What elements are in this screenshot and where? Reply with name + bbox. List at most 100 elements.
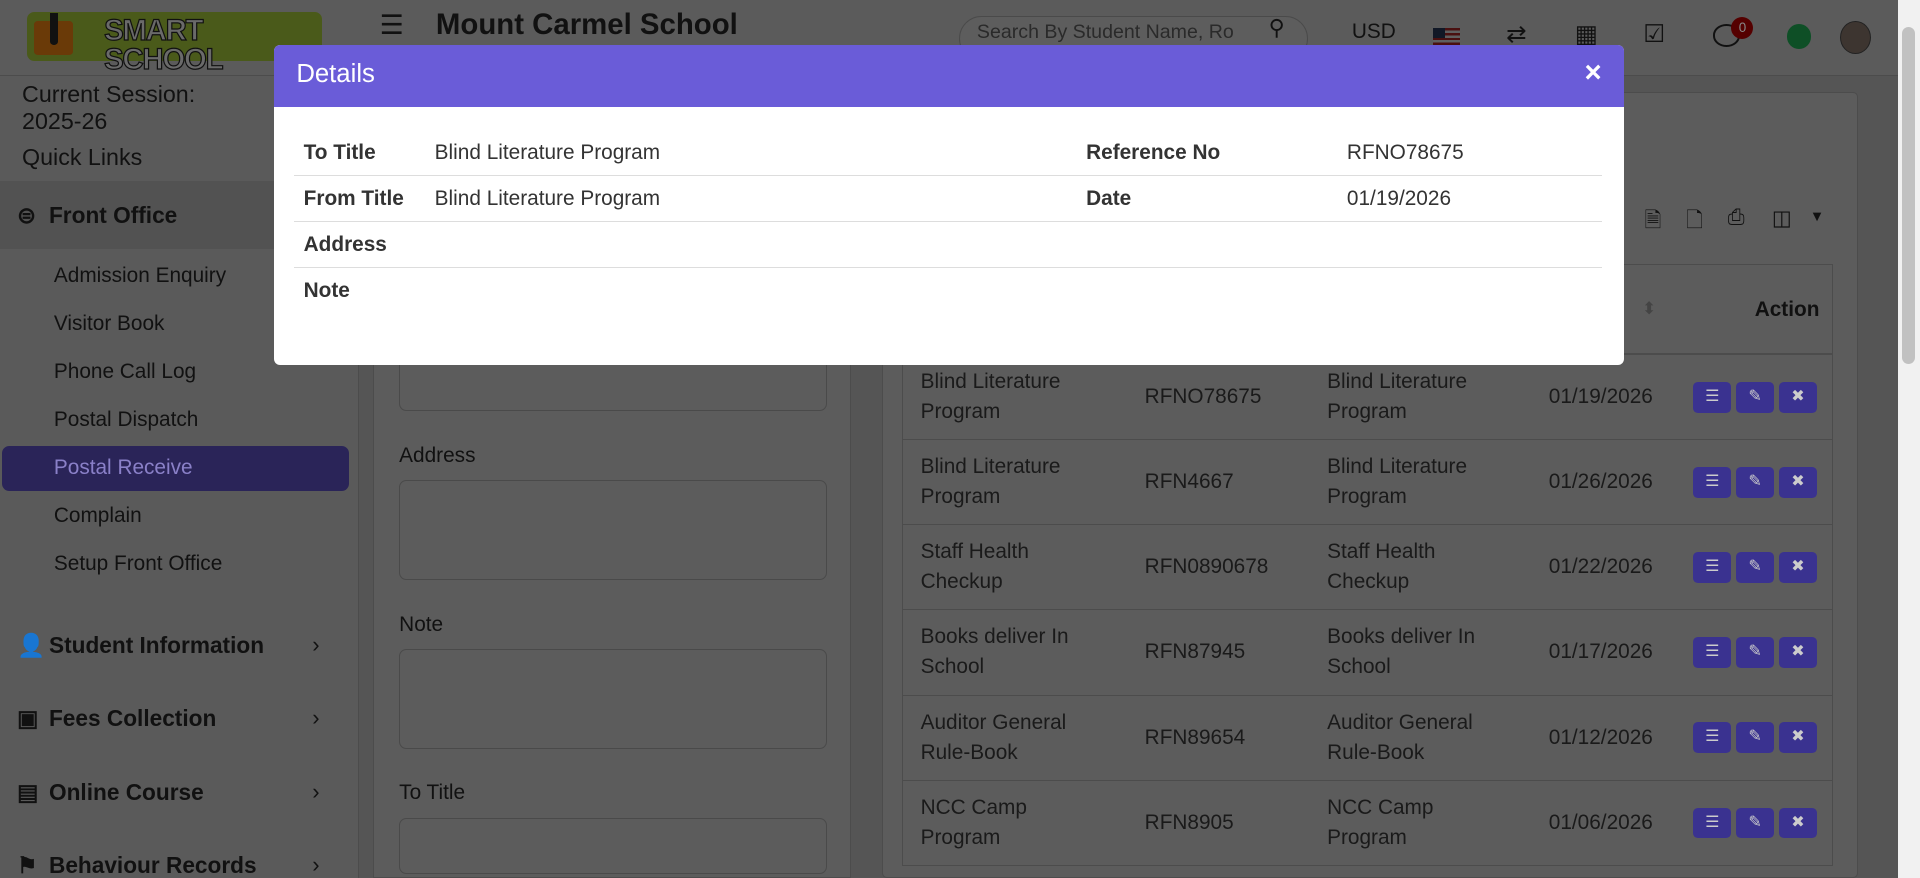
sort-icon[interactable]: ⬍ — [1642, 297, 1657, 318]
to-title-label: To Title — [303, 140, 376, 164]
delete-button[interactable]: ✖ — [1778, 807, 1817, 839]
note-textarea[interactable] — [399, 648, 827, 750]
hamburger-menu-icon[interactable]: ☰ — [379, 10, 404, 41]
file-video-icon: ▤ — [17, 778, 39, 805]
chevron-right-icon: › — [312, 852, 320, 878]
detail-row: To Title Blind Literature Program Refere… — [293, 130, 1602, 176]
switch-arrows-icon[interactable]: ⇄ — [1506, 21, 1527, 49]
delete-button[interactable]: ✖ — [1778, 637, 1817, 668]
table-row: Blind Literature Program RFNO78675 Blind L… — [902, 355, 1834, 441]
to-title-input[interactable] — [399, 817, 827, 875]
edit-button[interactable]: ✎ — [1736, 382, 1775, 413]
sidebar-item-postal-receive[interactable]: Postal Receive — [53, 455, 193, 479]
from-title-cell: Books deliver In School — [1327, 625, 1476, 679]
sidebar-item-fees-collection[interactable]: ▣ Fees Collection — [17, 705, 216, 732]
from-title-value: Blind Literature Program — [434, 186, 661, 210]
print-icon[interactable]: ⎙ — [1727, 205, 1745, 229]
notification-badge: 0 — [1731, 17, 1754, 40]
action-column-header: Action — [1754, 297, 1820, 321]
money-icon: ▣ — [17, 705, 39, 732]
delete-button[interactable]: ✖ — [1778, 382, 1817, 413]
edit-button[interactable]: ✎ — [1736, 807, 1775, 839]
edit-button[interactable]: ✎ — [1736, 467, 1775, 498]
add-postal-receive-form — [373, 355, 852, 878]
from-title-cell: NCC Camp Program — [1327, 795, 1434, 849]
whatsapp-icon[interactable] — [1786, 24, 1812, 49]
user-plus-icon: 👤 — [17, 631, 46, 658]
close-icon[interactable]: × — [1584, 56, 1602, 90]
label: Fees Collection — [48, 705, 217, 732]
address-textarea[interactable] — [399, 480, 827, 581]
scrollbar-thumb[interactable] — [1901, 26, 1916, 364]
from-title-cell: Staff Health Checkup — [1327, 540, 1436, 594]
label: Student Information — [48, 631, 265, 658]
sidebar-item-visitor-book[interactable]: Visitor Book — [53, 312, 165, 336]
calendar-icon[interactable]: ▦ — [1574, 21, 1598, 49]
delete-button[interactable]: ✖ — [1778, 722, 1817, 754]
sidebar-item-front-office[interactable]: ⊜ Front Office — [17, 202, 177, 229]
search-icon[interactable]: ⚲ — [1268, 15, 1285, 41]
from-title-label: From Title — [303, 186, 404, 210]
row-actions: ☰ ✎ ✖ — [1693, 467, 1817, 498]
from-title-cell: Blind Literature Program — [1327, 455, 1468, 509]
edit-button[interactable]: ✎ — [1736, 637, 1775, 668]
date-cell: 01/26/2026 — [1548, 470, 1653, 494]
to-title-cell: Books deliver In School — [920, 625, 1069, 679]
edit-button[interactable]: ✎ — [1736, 722, 1775, 754]
quick-links[interactable]: Quick Links — [22, 144, 143, 171]
delete-button[interactable]: ✖ — [1778, 552, 1817, 583]
details-modal: Details × To Title Blind Literature Prog… — [274, 45, 1624, 365]
sidebar-item-student-information[interactable]: 👤 Student Information — [17, 632, 264, 659]
reference-no-cell: RFN89654 — [1144, 725, 1246, 749]
to-title-cell: NCC Camp Program — [920, 795, 1027, 849]
reference-no-cell: RFN4667 — [1144, 470, 1234, 494]
to-title-value: Blind Literature Program — [434, 140, 661, 164]
to-title-cell: Blind Literature Program — [920, 370, 1061, 424]
sidebar-item-phone-call-log[interactable]: Phone Call Log — [53, 360, 197, 383]
row-actions: ☰ ✎ ✖ — [1693, 552, 1817, 583]
to-title-cell: Auditor General Rule-Book — [920, 710, 1067, 764]
currency-selector[interactable]: USD — [1351, 20, 1396, 44]
row-actions: ☰ ✎ ✖ — [1693, 807, 1817, 839]
pdf-export-icon[interactable]: 🗋 — [1686, 208, 1703, 232]
chevron-right-icon: › — [312, 778, 320, 804]
view-button[interactable]: ☰ — [1693, 722, 1732, 754]
view-button[interactable]: ☰ — [1693, 382, 1732, 413]
view-button[interactable]: ☰ — [1693, 637, 1732, 668]
delete-button[interactable]: ✖ — [1778, 467, 1817, 498]
date-cell: 01/12/2026 — [1548, 725, 1653, 749]
logo-text: SMART SCHOOL — [103, 13, 224, 77]
sidebar-item-online-course[interactable]: ▤ Online Course — [17, 779, 204, 806]
view-button[interactable]: ☰ — [1693, 552, 1732, 583]
logo[interactable]: SMART SCHOOL — [26, 12, 323, 75]
row-actions: ☰ ✎ ✖ — [1693, 382, 1817, 413]
sidebar-item-setup-front-office[interactable]: Setup Front Office — [53, 552, 223, 576]
view-button[interactable]: ☰ — [1693, 467, 1732, 498]
current-session[interactable]: Current Session: 2025-26 — [22, 80, 196, 134]
dropdown-caret-icon[interactable]: ▼ — [1809, 209, 1825, 226]
pen-book-icon — [32, 13, 80, 60]
address-label: Address — [303, 232, 387, 256]
table-row: Auditor General Rule-Book RFN89654 Auditor… — [902, 695, 1834, 781]
active-item-highlight — [2, 445, 349, 491]
sidebar-item-complain[interactable]: Complain — [53, 504, 142, 528]
avatar[interactable] — [1840, 20, 1872, 54]
address-label: Address — [399, 444, 476, 468]
csv-export-icon[interactable]: 🗎 — [1644, 208, 1662, 232]
sidebar-item-behaviour-records[interactable]: ⚑ Behaviour Records — [17, 852, 256, 878]
task-check-icon[interactable]: ☑ — [1643, 21, 1666, 49]
sidebar-item-postal-dispatch[interactable]: Postal Dispatch — [53, 407, 199, 431]
detail-row: Note — [294, 268, 1602, 314]
front-office-icon: ⊜ — [17, 202, 37, 229]
us-flag-icon[interactable] — [1432, 28, 1460, 47]
date-cell: 01/22/2026 — [1548, 555, 1653, 579]
chevron-right-icon: › — [312, 705, 320, 731]
view-button[interactable]: ☰ — [1693, 807, 1732, 839]
note-label: Note — [303, 278, 350, 302]
table-row: Books deliver In School RFN87945 Books del… — [902, 610, 1834, 696]
edit-button[interactable]: ✎ — [1736, 552, 1775, 583]
columns-icon[interactable]: ◫ — [1771, 206, 1792, 230]
school-name: Mount Carmel School — [435, 7, 738, 41]
sidebar-item-admission-enquiry[interactable]: Admission Enquiry — [53, 264, 227, 288]
date-cell: 01/19/2026 — [1548, 385, 1653, 409]
